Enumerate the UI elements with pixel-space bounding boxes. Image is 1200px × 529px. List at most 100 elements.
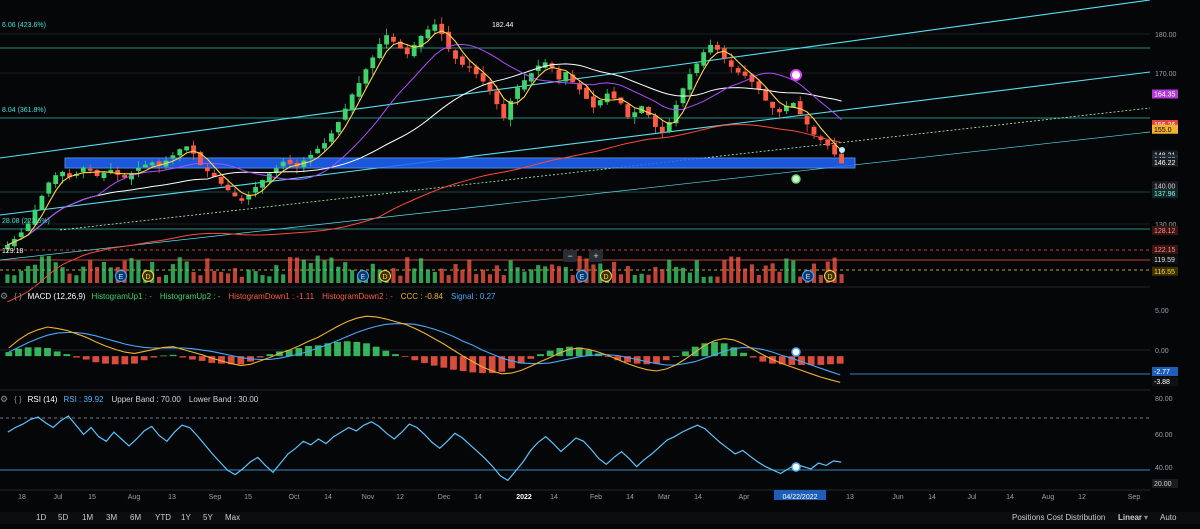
- volume-bar: [439, 268, 444, 283]
- legend-item: Signal : 0.27: [450, 291, 496, 301]
- candle-body: [136, 167, 141, 171]
- period-button[interactable]: 3M: [106, 513, 118, 522]
- macd-histogram-bar: [150, 356, 158, 358]
- price-grid: [0, 33, 1150, 225]
- gear-icon[interactable]: ⚙: [0, 393, 9, 404]
- rsi-polyline: [7, 415, 842, 482]
- price-tick-170: 170.00: [1155, 71, 1177, 78]
- time-axis[interactable]: 18 Jul 15 Aug 13 Sep 15 Oct 14 Nov 12 Dec 14 2022 14 Fe…: [18, 490, 1140, 501]
- candle-body: [25, 223, 31, 232]
- ma-line-red: [7, 124, 842, 303]
- zoom-out-button[interactable]: [563, 250, 577, 262]
- period-button[interactable]: 6M: [130, 513, 142, 522]
- time-axis-label: 15: [244, 494, 252, 501]
- macd-histogram-bar: [537, 354, 544, 357]
- candle-body: [770, 101, 776, 108]
- macd-title[interactable]: MACD (12,26,9): [27, 291, 86, 301]
- volume-bar: [253, 271, 258, 283]
- support-zone-band[interactable]: [64, 157, 856, 169]
- candle-body: [101, 172, 107, 179]
- macd-histogram-bar: [63, 354, 71, 357]
- rsi-header[interactable]: ⚙ { } RSI (14) RSI : 39.92 Upper Band : 7…: [0, 392, 258, 406]
- time-axis-label: 14: [1006, 494, 1014, 501]
- chevron-down-icon[interactable]: ▾: [1144, 513, 1149, 522]
- time-axis-label: 15: [88, 494, 96, 501]
- volume-bar: [5, 274, 10, 283]
- macd-histogram-bar: [198, 356, 206, 361]
- positions-cost-distribution-button[interactable]: Positions Cost Distribution: [1012, 513, 1106, 522]
- candle-body: [60, 171, 66, 177]
- volume-bar: [646, 274, 651, 283]
- volume-bar: [639, 273, 644, 283]
- candle-body: [18, 232, 24, 238]
- macd-header[interactable]: ⚙ { } MACD (12,26,9) HistogramUp1 : - His…: [0, 289, 495, 303]
- brackets-icon[interactable]: { }: [14, 291, 22, 301]
- rsi-title[interactable]: RSI (14): [27, 394, 58, 404]
- scale-mode-dropdown[interactable]: Linear: [1118, 513, 1143, 522]
- period-button[interactable]: 1M: [82, 513, 94, 522]
- candle-body: [280, 161, 286, 167]
- price-label: 122.15: [1154, 247, 1176, 254]
- volume-bar: [584, 258, 589, 283]
- volume-bar: [343, 262, 348, 283]
- volume-bar: [274, 265, 279, 283]
- period-button[interactable]: YTD: [155, 513, 171, 522]
- volume-bar: [370, 263, 375, 283]
- candle-body: [797, 101, 803, 115]
- volume-bar: [715, 276, 720, 283]
- zoom-controls[interactable]: − +: [563, 250, 603, 262]
- gear-icon[interactable]: ⚙: [0, 290, 9, 301]
- volume-bar: [170, 264, 175, 283]
- volume-bar: [198, 275, 203, 283]
- brackets-icon[interactable]: { }: [14, 394, 22, 404]
- candle-body: [363, 69, 369, 84]
- volume-bar: [329, 257, 334, 283]
- candle-body: [80, 167, 86, 172]
- candle-body: [728, 60, 734, 67]
- macd-histogram-bar: [343, 341, 351, 357]
- legend-item: CCC : -0.84: [400, 291, 443, 301]
- macd-histogram-bar: [179, 356, 187, 358]
- rsi-tick-20: 20.00: [1154, 481, 1172, 488]
- candle-body: [501, 104, 507, 118]
- candle-body: [5, 245, 10, 250]
- macd-histogram-bar: [836, 356, 844, 364]
- macd-histogram-bar: [82, 356, 90, 360]
- macd-histogram-bar: [15, 348, 22, 357]
- volume-bar: [729, 256, 734, 283]
- auto-scale-toggle[interactable]: Auto: [1160, 513, 1177, 522]
- period-button[interactable]: 1Y: [181, 513, 191, 522]
- dividend-badge: [379, 270, 391, 282]
- volume-bar: [556, 266, 561, 283]
- macd-histogram-bar: [392, 354, 399, 357]
- zoom-in-button[interactable]: [589, 250, 603, 262]
- volume-bar: [529, 269, 534, 283]
- time-axis-label: 14: [694, 494, 702, 501]
- volume-bar: [577, 255, 582, 283]
- candle-body: [142, 164, 148, 168]
- event-badge-label: D: [145, 274, 150, 281]
- zoom-in-icon: +: [593, 251, 598, 261]
- volume-bar: [543, 266, 548, 283]
- candle-body: [721, 48, 727, 59]
- volume-bar: [267, 276, 272, 283]
- price-label-bg: [1152, 89, 1178, 99]
- candle-body: [549, 63, 555, 69]
- rsi-legend: RSI : 39.92 Upper Band : 70.00 Lower Band …: [63, 395, 258, 404]
- time-axis-label: Jul: [968, 494, 977, 501]
- volume-bar: [191, 271, 196, 283]
- candle-body: [329, 133, 334, 142]
- period-button[interactable]: 5Y: [203, 513, 213, 522]
- period-button[interactable]: 1D: [36, 513, 47, 522]
- period-button[interactable]: Max: [225, 513, 241, 522]
- period-button[interactable]: 5D: [58, 513, 69, 522]
- volume-bar: [232, 268, 237, 283]
- macd-histogram-bar: [508, 356, 515, 369]
- macd-histogram-bar: [440, 356, 448, 368]
- earnings-badge: [576, 270, 588, 282]
- volume-bar: [680, 267, 686, 283]
- candle-body: [659, 126, 665, 133]
